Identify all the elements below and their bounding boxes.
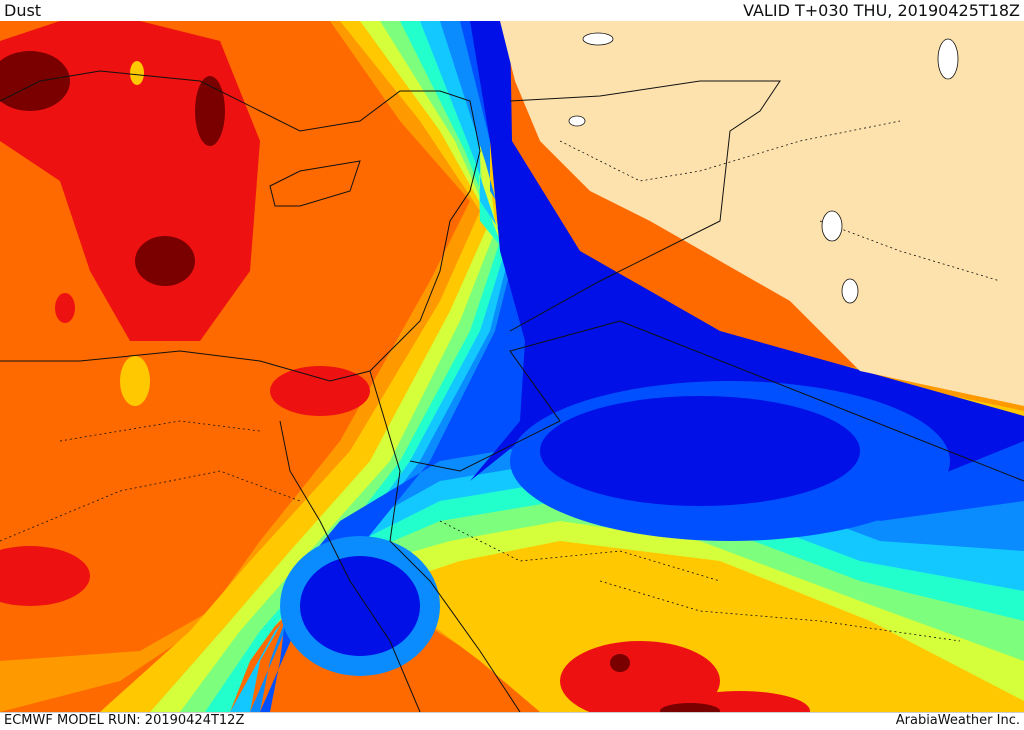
border-saudi: [409, 320, 1024, 482]
maroon-core-1: [135, 236, 195, 286]
red-southwest: [0, 546, 90, 606]
red-south: [560, 641, 720, 712]
dust-field-svg: [0, 21, 1024, 712]
dotted-line-4: [819, 220, 1001, 282]
masked-land: [500, 21, 1024, 406]
maroon-south: [610, 654, 630, 672]
lake-sevan: [821, 210, 843, 242]
south-blue-blob: [300, 556, 420, 656]
footer-bar: ECMWF MODEL RUN: 20190424T12Z ArabiaWeat…: [0, 712, 1024, 730]
valid-time: VALID T+030 THU, 20190425T18Z: [743, 1, 1020, 20]
central-blue: [540, 396, 860, 506]
lakes: [568, 32, 959, 304]
maroon-core-2: [195, 76, 225, 146]
lake-van: [582, 32, 614, 46]
cyprus: [269, 160, 361, 207]
coastline-red-sea-west: [279, 420, 421, 712]
lake-urmia: [937, 38, 959, 80]
lake-assad: [568, 115, 586, 127]
dotted-line-3: [559, 120, 901, 182]
internal-borders: [0, 120, 1001, 642]
dust-map[interactable]: [0, 21, 1024, 712]
band-deep-blue: [470, 21, 1024, 491]
coastline-med: [0, 70, 481, 382]
model-run-label: ECMWF MODEL RUN: 20190424T12Z: [4, 713, 245, 728]
red-small: [55, 293, 75, 323]
yellow-patch-1: [130, 61, 144, 85]
dotted-line-1: [0, 470, 301, 542]
red-sinai: [270, 366, 370, 416]
dotted-line-5: [599, 580, 961, 642]
border-iraq: [509, 80, 781, 332]
map-title: Dust: [4, 1, 42, 20]
yellow-patch-2: [120, 356, 150, 406]
maroon-nw: [0, 51, 70, 111]
header-bar: Dust VALID T+030 THU, 20190425T18Z: [0, 0, 1024, 22]
borders: [0, 70, 1024, 712]
credit-label: ArabiaWeather Inc.: [895, 713, 1020, 728]
coastline-red-sea-east: [369, 370, 521, 712]
lake-tharthar: [841, 278, 859, 304]
dotted-line-2: [59, 420, 261, 442]
maroon-southeast: [660, 703, 720, 712]
